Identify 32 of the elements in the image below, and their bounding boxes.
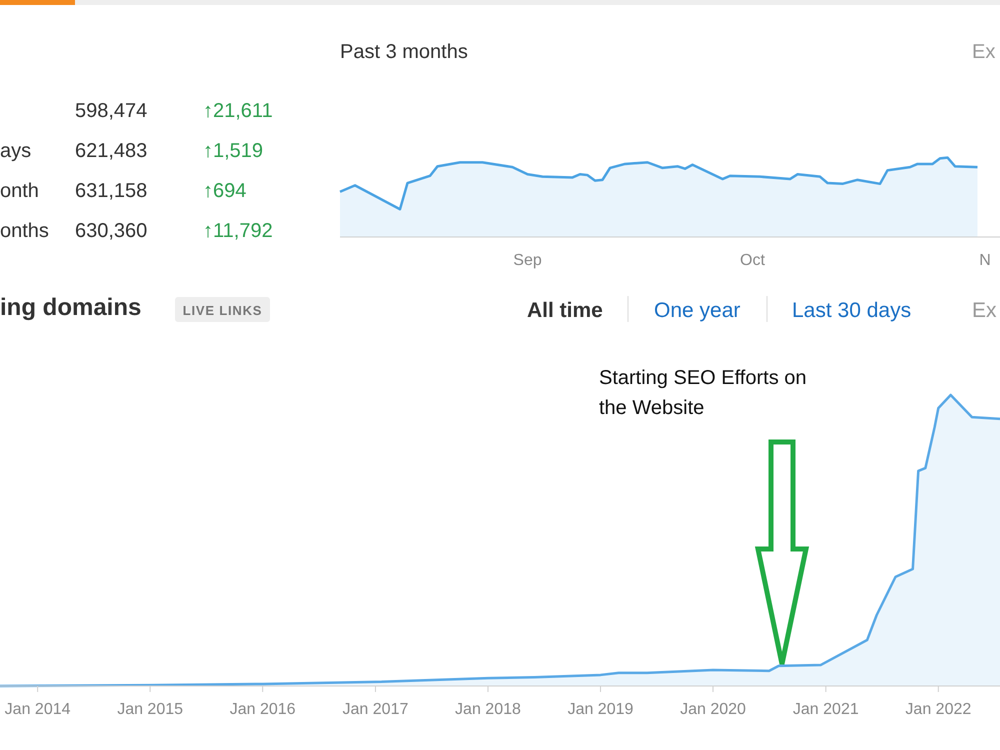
chart-title: ing domains: [0, 294, 142, 321]
text: All time: [527, 299, 603, 322]
text: Ex: [972, 299, 998, 322]
text: Last 30 days: [792, 299, 912, 322]
category-label: onths: [0, 220, 49, 242]
category-label: ays: [0, 140, 32, 162]
text: ↑21,611: [203, 100, 273, 122]
text: 621,483: [75, 140, 148, 162]
annotation: Starting SEO Efforts on the Website: [599, 367, 807, 419]
text: ↑11,792: [203, 220, 273, 242]
text: ↑1,519: [203, 140, 264, 162]
text: One year: [654, 299, 740, 322]
x-tick-label: Oct: [740, 252, 766, 269]
text: 631,158: [75, 180, 148, 202]
text: LIVE LINKS: [182, 303, 262, 318]
x-tick-label: N: [979, 252, 991, 269]
chart-title: Past 3 months: [340, 41, 468, 63]
category-label: onth: [0, 180, 39, 202]
text: ↑694: [203, 180, 246, 202]
x-tick-label: Jan 2020: [680, 701, 746, 718]
x-tick-label: Jan 2017: [342, 701, 408, 718]
x-tick-label: Jan 2019: [568, 701, 634, 718]
x-tick-label: Jan 2022: [905, 701, 972, 718]
x-tick-label: Jan 2016: [230, 701, 296, 718]
x-tick-label: Jan 2018: [455, 701, 521, 718]
text: 630,360: [75, 220, 148, 242]
text: 598,474: [75, 100, 148, 122]
text: Ex: [972, 41, 996, 63]
x-tick-label: Jan 2021: [792, 701, 859, 718]
x-tick-label: Jan 2014: [4, 701, 71, 718]
x-tick-label: Sep: [513, 252, 542, 269]
x-tick-label: Jan 2015: [117, 701, 184, 718]
